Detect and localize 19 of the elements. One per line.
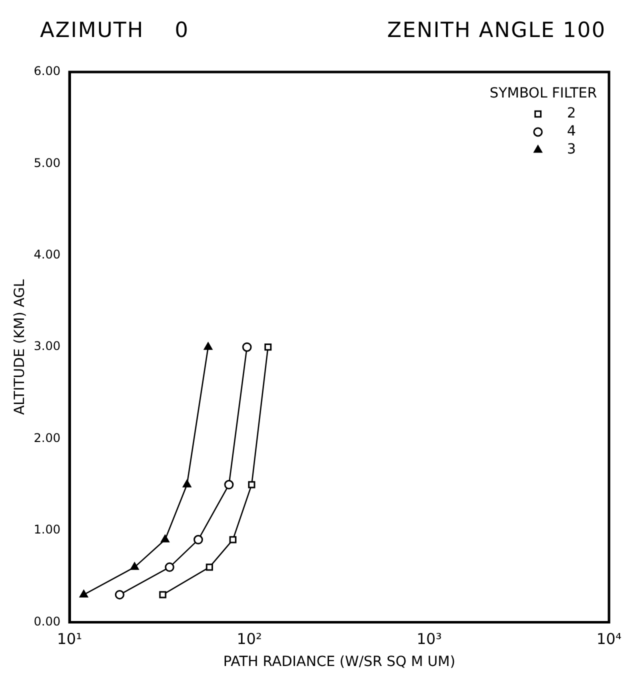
y-tick-label: 4.00 [34, 248, 61, 262]
legend-label: 4 [566, 124, 576, 140]
y-tick-label: 2.00 [34, 430, 61, 445]
y-tick-label: 0.00 [34, 614, 61, 628]
y-tick-label: 1.00 [34, 522, 61, 537]
legend-label: 3 [566, 142, 576, 158]
y-tick-label: 6.00 [34, 64, 61, 78]
x-tick-label: 10¹ [56, 630, 82, 648]
y-tick-label: 5.00 [34, 156, 61, 170]
x-tick-label: 10³ [416, 630, 442, 648]
chart-subtitle: ZENITH ANGLE 100 [387, 18, 606, 42]
x-tick-label: 10⁴ [596, 630, 622, 648]
legend-title: SYMBOL FILTER [490, 86, 598, 102]
legend-label: 2 [566, 106, 576, 122]
y-tick-label: 3.00 [34, 339, 61, 354]
chart-title: AZIMUTH 0 [40, 18, 190, 42]
x-tick-label: 10² [236, 630, 262, 648]
y-axis-title: ALTITUDE (KM) AGL [12, 279, 28, 415]
x-axis-title: PATH RADIANCE (W/SR SQ M UM) [223, 654, 456, 670]
